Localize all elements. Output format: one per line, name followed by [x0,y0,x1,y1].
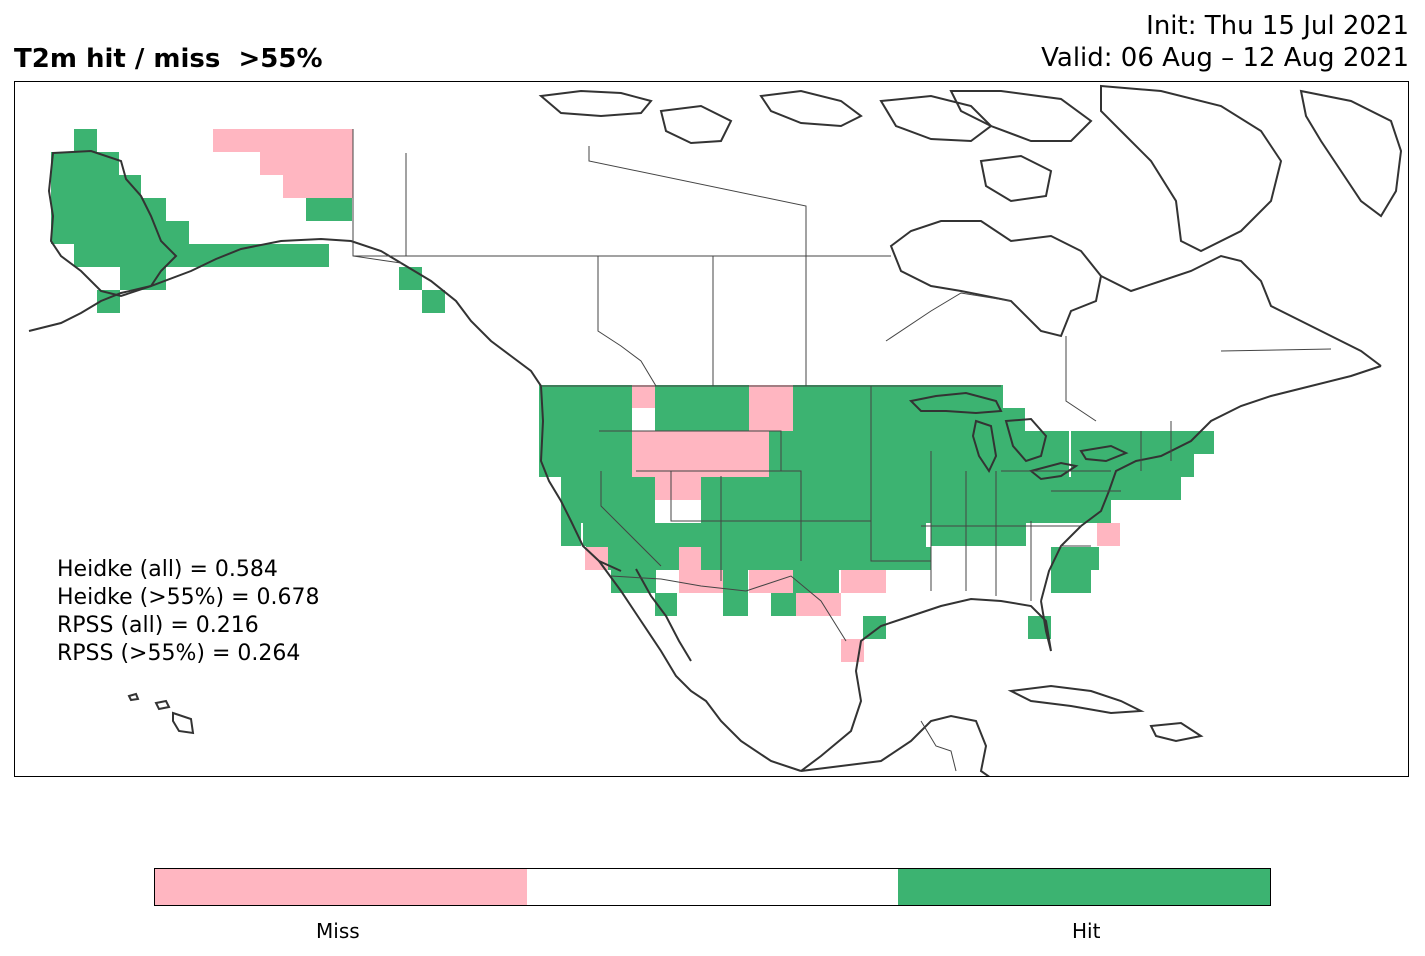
grid-cell-miss [796,593,841,616]
grid-cell-hit [1051,500,1111,523]
grid-cell-miss [283,175,353,198]
grid-cell-hit [51,175,141,198]
grid-cell-hit [586,523,926,547]
grid-cell-hit [931,523,1026,546]
grid-cell-hit [51,198,166,221]
grid-cell-miss [679,547,701,593]
grid-cell-hit [51,221,189,244]
grid-cell-hit [863,616,886,639]
grid-cell-hit [793,385,1003,408]
colorbar-hit-label: Hit [1072,919,1101,943]
grid-cell-hit [399,267,422,290]
grid-cell-hit [769,431,1069,477]
grid-cell-hit [561,477,655,523]
grid-cell-miss [260,152,353,175]
grid-cell-hit [539,431,632,477]
score-summary: Heidke (all) = 0.584 Heidke (>55%) = 0.6… [57,556,320,668]
colorbar-neutral-segment [526,869,899,905]
grid-cell-hit [793,570,839,593]
grid-cell-miss [701,431,769,477]
grid-cell-miss [213,129,353,152]
grid-cell-hit [1051,547,1099,570]
north-america-map [28,84,1403,776]
grid-cell-miss [701,570,723,593]
colorbar-hit-segment [898,869,1271,905]
grid-cell-hit [771,593,796,616]
grid-cell-miss [749,570,793,593]
map-panel[interactable] [14,81,1409,777]
valid-period: Valid: 06 Aug – 12 Aug 2021 [1041,43,1409,73]
coastlines [28,84,1403,776]
grid-cell-hit [561,523,581,546]
heidke-55-score: Heidke (>55%) = 0.678 [57,585,320,610]
grid-cell-hit [74,129,97,152]
grid-cell-hit [74,244,329,267]
grid-cell-hit [1071,431,1214,454]
grid-cell-hit [539,408,562,431]
map-title: T2m hit / miss >55% [14,44,323,74]
colorbar-miss-label: Miss [316,919,360,943]
grid-cell-hit [1008,500,1028,523]
rpss-55-score: RPSS (>55%) = 0.264 [57,641,301,666]
grid-cell-hit [306,198,352,221]
grid-cell-hit [723,570,748,593]
grid-cell-miss [655,477,701,500]
grid-cell-hit [793,408,1025,431]
heidke-all-score: Heidke (all) = 0.584 [57,557,278,582]
init-date: Init: Thu 15 Jul 2021 [1146,11,1409,41]
grid-cell-miss [841,570,886,593]
grid-cell-miss [1097,523,1120,546]
grid-cell-hit [1051,477,1181,500]
grid-cell-hit [51,152,119,175]
grid-cell-hit [120,267,166,290]
political-borders [352,129,1332,772]
rpss-all-score: RPSS (all) = 0.216 [57,613,259,638]
grid-cell-hit [723,593,748,616]
grid-cell-miss [632,431,701,477]
grid-cell-hit [422,290,445,313]
grid-cell-hit [1051,570,1091,593]
colorbar [154,868,1271,906]
grid-cell-miss [632,385,655,408]
grid-cell-hit [701,477,1051,523]
grid-cell-hit [655,385,749,431]
grid-cell-hit [1071,454,1194,477]
grid-cell-hit [611,570,656,593]
grid-cell-miss [749,385,793,431]
colorbar-miss-segment [155,869,527,905]
date-info: Init: Thu 15 Jul 2021 Valid: 06 Aug – 12… [1041,10,1409,74]
grid-cell-hit [701,547,931,570]
